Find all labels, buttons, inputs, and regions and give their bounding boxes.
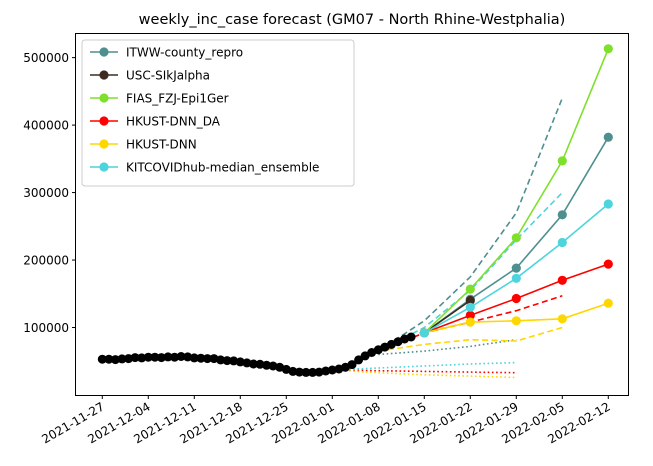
legend-label-1: USC-SIkJalpha xyxy=(126,69,210,83)
series-2-point-2 xyxy=(511,233,521,243)
y-tick-label-4: 500000 xyxy=(23,51,69,65)
legend-marker-5 xyxy=(99,162,109,172)
legend-marker-1 xyxy=(99,70,109,80)
observed-point-9 xyxy=(156,353,166,363)
observed-point-10 xyxy=(163,352,173,362)
series-4-point-4 xyxy=(603,298,613,308)
series-5-point-1 xyxy=(465,302,475,312)
legend-marker-2 xyxy=(99,93,109,103)
y-tick-label-0: 100000 xyxy=(23,321,69,335)
observed-point-25 xyxy=(262,360,272,370)
series-3-point-1 xyxy=(465,310,475,320)
series-2-point-4 xyxy=(603,44,613,54)
series-4-point-3 xyxy=(557,314,567,324)
observed-point-1 xyxy=(104,354,114,364)
series-5-point-2 xyxy=(511,273,521,283)
observed-point-39 xyxy=(354,355,364,365)
legend-marker-0 xyxy=(99,47,109,57)
y-tick-label-1: 200000 xyxy=(23,254,69,268)
observed-point-31 xyxy=(301,367,311,377)
observed-point-23 xyxy=(248,359,258,369)
observed-point-3 xyxy=(117,354,127,364)
series-0-point-2 xyxy=(511,263,521,273)
observed-point-32 xyxy=(308,367,318,377)
observed-point-15 xyxy=(196,353,206,363)
observed-point-5 xyxy=(130,353,140,363)
y-axis: 100000 200000 300000 400000 500000 xyxy=(23,51,76,335)
legend-label-5: KITCOVIDhub-median_ensemble xyxy=(126,161,319,175)
observed-point-38 xyxy=(347,360,357,370)
legend: ITWW-county_repro USC-SIkJalpha FIAS_FZJ-E… xyxy=(81,39,355,187)
observed-point-30 xyxy=(294,367,304,377)
observed-point-21 xyxy=(235,357,245,367)
series-5-point-4 xyxy=(603,199,613,209)
series-1-point-1 xyxy=(465,295,475,306)
observed-point-12 xyxy=(176,352,186,361)
y-tick-label-3: 400000 xyxy=(23,119,69,133)
chart-title: weekly_inc_case forecast (GM07 - North R… xyxy=(139,12,566,28)
legend-marker-3 xyxy=(99,116,109,126)
observed-point-0 xyxy=(97,354,107,364)
series-0-point-4 xyxy=(603,132,613,142)
legend-label-2: FIAS_FZJ-Epi1Ger xyxy=(126,92,229,106)
x-axis: 2021-11-272021-12-042021-12-112021-12-18… xyxy=(39,395,613,446)
observed-point-7 xyxy=(143,352,153,362)
observed-point-19 xyxy=(222,356,232,366)
legend-label-4: HKUST-DNN xyxy=(126,138,197,152)
series-5-point-3 xyxy=(557,237,567,248)
series-5-upper-line xyxy=(377,192,563,352)
observed-point-20 xyxy=(229,356,239,366)
observed-point-13 xyxy=(183,352,193,362)
observed-point-8 xyxy=(150,352,160,362)
observed-point-47 xyxy=(406,332,416,342)
series-0-point-3 xyxy=(557,210,567,220)
observed-point-24 xyxy=(255,359,265,369)
series-2-line xyxy=(423,48,610,334)
observed-point-34 xyxy=(321,366,331,376)
series-3-point-4 xyxy=(603,259,613,269)
observed-point-35 xyxy=(327,365,337,375)
series-0-upper-line xyxy=(377,97,564,352)
observed-point-16 xyxy=(202,354,212,364)
observed-point-6 xyxy=(137,353,147,363)
legend-label-3: HKUST-DNN_DA xyxy=(126,115,221,129)
series-5-point-0 xyxy=(419,328,429,338)
legend-box xyxy=(81,39,355,187)
plot-frame xyxy=(75,33,629,396)
legend-marker-4 xyxy=(99,139,109,149)
legend-label-0: ITWW-county_repro xyxy=(126,46,243,60)
series-4-point-2 xyxy=(511,316,521,326)
series-3-point-3 xyxy=(557,275,567,285)
series-3-point-2 xyxy=(511,293,521,304)
series-4-upper-line xyxy=(378,326,563,352)
series-4-point-1 xyxy=(465,317,475,327)
series-1-line xyxy=(423,299,471,334)
observed-point-18 xyxy=(216,355,226,365)
series-4-lower-line xyxy=(332,369,517,379)
observed-point-11 xyxy=(170,352,180,362)
series-5-lower-line xyxy=(332,361,517,371)
series-2-point-1 xyxy=(465,284,475,294)
observed-point-14 xyxy=(189,353,199,363)
series-3-lower-line xyxy=(332,369,517,374)
observed-point-29 xyxy=(288,366,298,376)
series-2-point-3 xyxy=(557,156,567,166)
observed-point-2 xyxy=(110,355,120,365)
series-layer xyxy=(97,44,613,379)
y-tick-label-2: 300000 xyxy=(23,186,69,200)
